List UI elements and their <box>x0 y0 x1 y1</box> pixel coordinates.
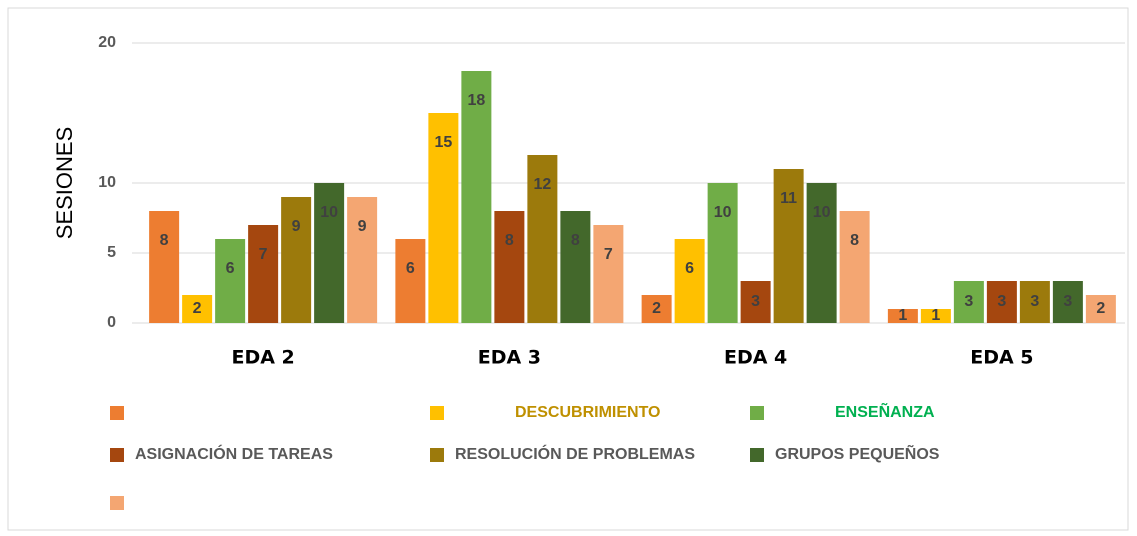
bar <box>674 239 705 323</box>
bar <box>707 183 738 323</box>
x-tick-label: EDA 5 <box>970 347 1033 369</box>
bar <box>1085 295 1116 323</box>
bar <box>641 295 672 323</box>
bar <box>953 281 984 323</box>
data-label: 3 <box>964 293 973 310</box>
bar <box>1019 281 1050 323</box>
data-label: 10 <box>813 204 831 221</box>
bar <box>593 225 624 323</box>
x-tick-label: EDA 3 <box>478 347 541 369</box>
data-label: 7 <box>604 246 613 263</box>
data-label: 15 <box>434 134 452 151</box>
x-tick-label: EDA 2 <box>231 347 294 369</box>
bar <box>395 239 426 323</box>
data-label: 3 <box>997 293 1006 310</box>
bar <box>740 281 771 323</box>
legend-label: RESOLUCIÓN DE PROBLEMAS <box>455 444 695 463</box>
y-axis-label: SESIONES <box>52 127 77 239</box>
legend-label: ENSEÑANZA <box>835 401 935 421</box>
bar <box>773 169 804 323</box>
legend-marker <box>750 448 764 462</box>
bar <box>1052 281 1083 323</box>
y-tick-label: 5 <box>107 244 116 261</box>
bar <box>806 183 837 323</box>
data-label: 10 <box>320 204 338 221</box>
legend-label: ASIGNACIÓN DE TAREAS <box>135 444 333 463</box>
legend-marker <box>110 496 124 510</box>
y-tick-label: 10 <box>98 174 116 191</box>
data-label: 2 <box>193 300 202 317</box>
data-label: 8 <box>505 232 514 249</box>
bar <box>920 309 951 323</box>
legend-marker <box>430 448 444 462</box>
bar <box>560 211 591 323</box>
bar <box>986 281 1017 323</box>
data-label: 2 <box>1096 300 1105 317</box>
bar <box>182 295 213 323</box>
bar <box>494 211 525 323</box>
data-label: 2 <box>652 300 661 317</box>
data-label: 10 <box>714 204 732 221</box>
legend-marker <box>110 448 124 462</box>
legend-label: DESCUBRIMIENTO <box>515 404 661 421</box>
legend-marker <box>750 406 764 420</box>
data-label: 3 <box>1030 293 1039 310</box>
legend-marker <box>430 406 444 420</box>
bar <box>461 71 492 323</box>
bar <box>887 309 918 323</box>
y-tick-label: 20 <box>98 34 116 51</box>
x-tick-label: EDA 4 <box>724 347 787 369</box>
data-label: 9 <box>358 218 367 235</box>
bar <box>428 113 459 323</box>
legend-label: GRUPOS PEQUEÑOS <box>775 443 940 463</box>
bar <box>215 239 246 323</box>
data-label: 1 <box>898 307 907 324</box>
data-label: 3 <box>1063 293 1072 310</box>
legend-marker <box>110 406 124 420</box>
data-label: 11 <box>780 190 797 207</box>
bar <box>839 211 870 323</box>
data-label: 3 <box>751 293 760 310</box>
bar <box>527 155 558 323</box>
bar <box>347 197 378 323</box>
y-tick-label: 0 <box>107 314 116 331</box>
data-label: 6 <box>226 260 235 277</box>
data-label: 6 <box>406 260 415 277</box>
data-label: 8 <box>571 232 580 249</box>
data-label: 12 <box>533 176 551 193</box>
data-label: 7 <box>259 246 268 263</box>
bar <box>281 197 312 323</box>
data-label: 9 <box>292 218 301 235</box>
data-label: 8 <box>850 232 859 249</box>
bar <box>314 183 345 323</box>
data-label: 8 <box>160 232 169 249</box>
data-label: 6 <box>685 260 694 277</box>
data-label: 1 <box>931 307 940 324</box>
bar <box>248 225 279 323</box>
data-label: 18 <box>467 92 485 109</box>
bar <box>149 211 180 323</box>
